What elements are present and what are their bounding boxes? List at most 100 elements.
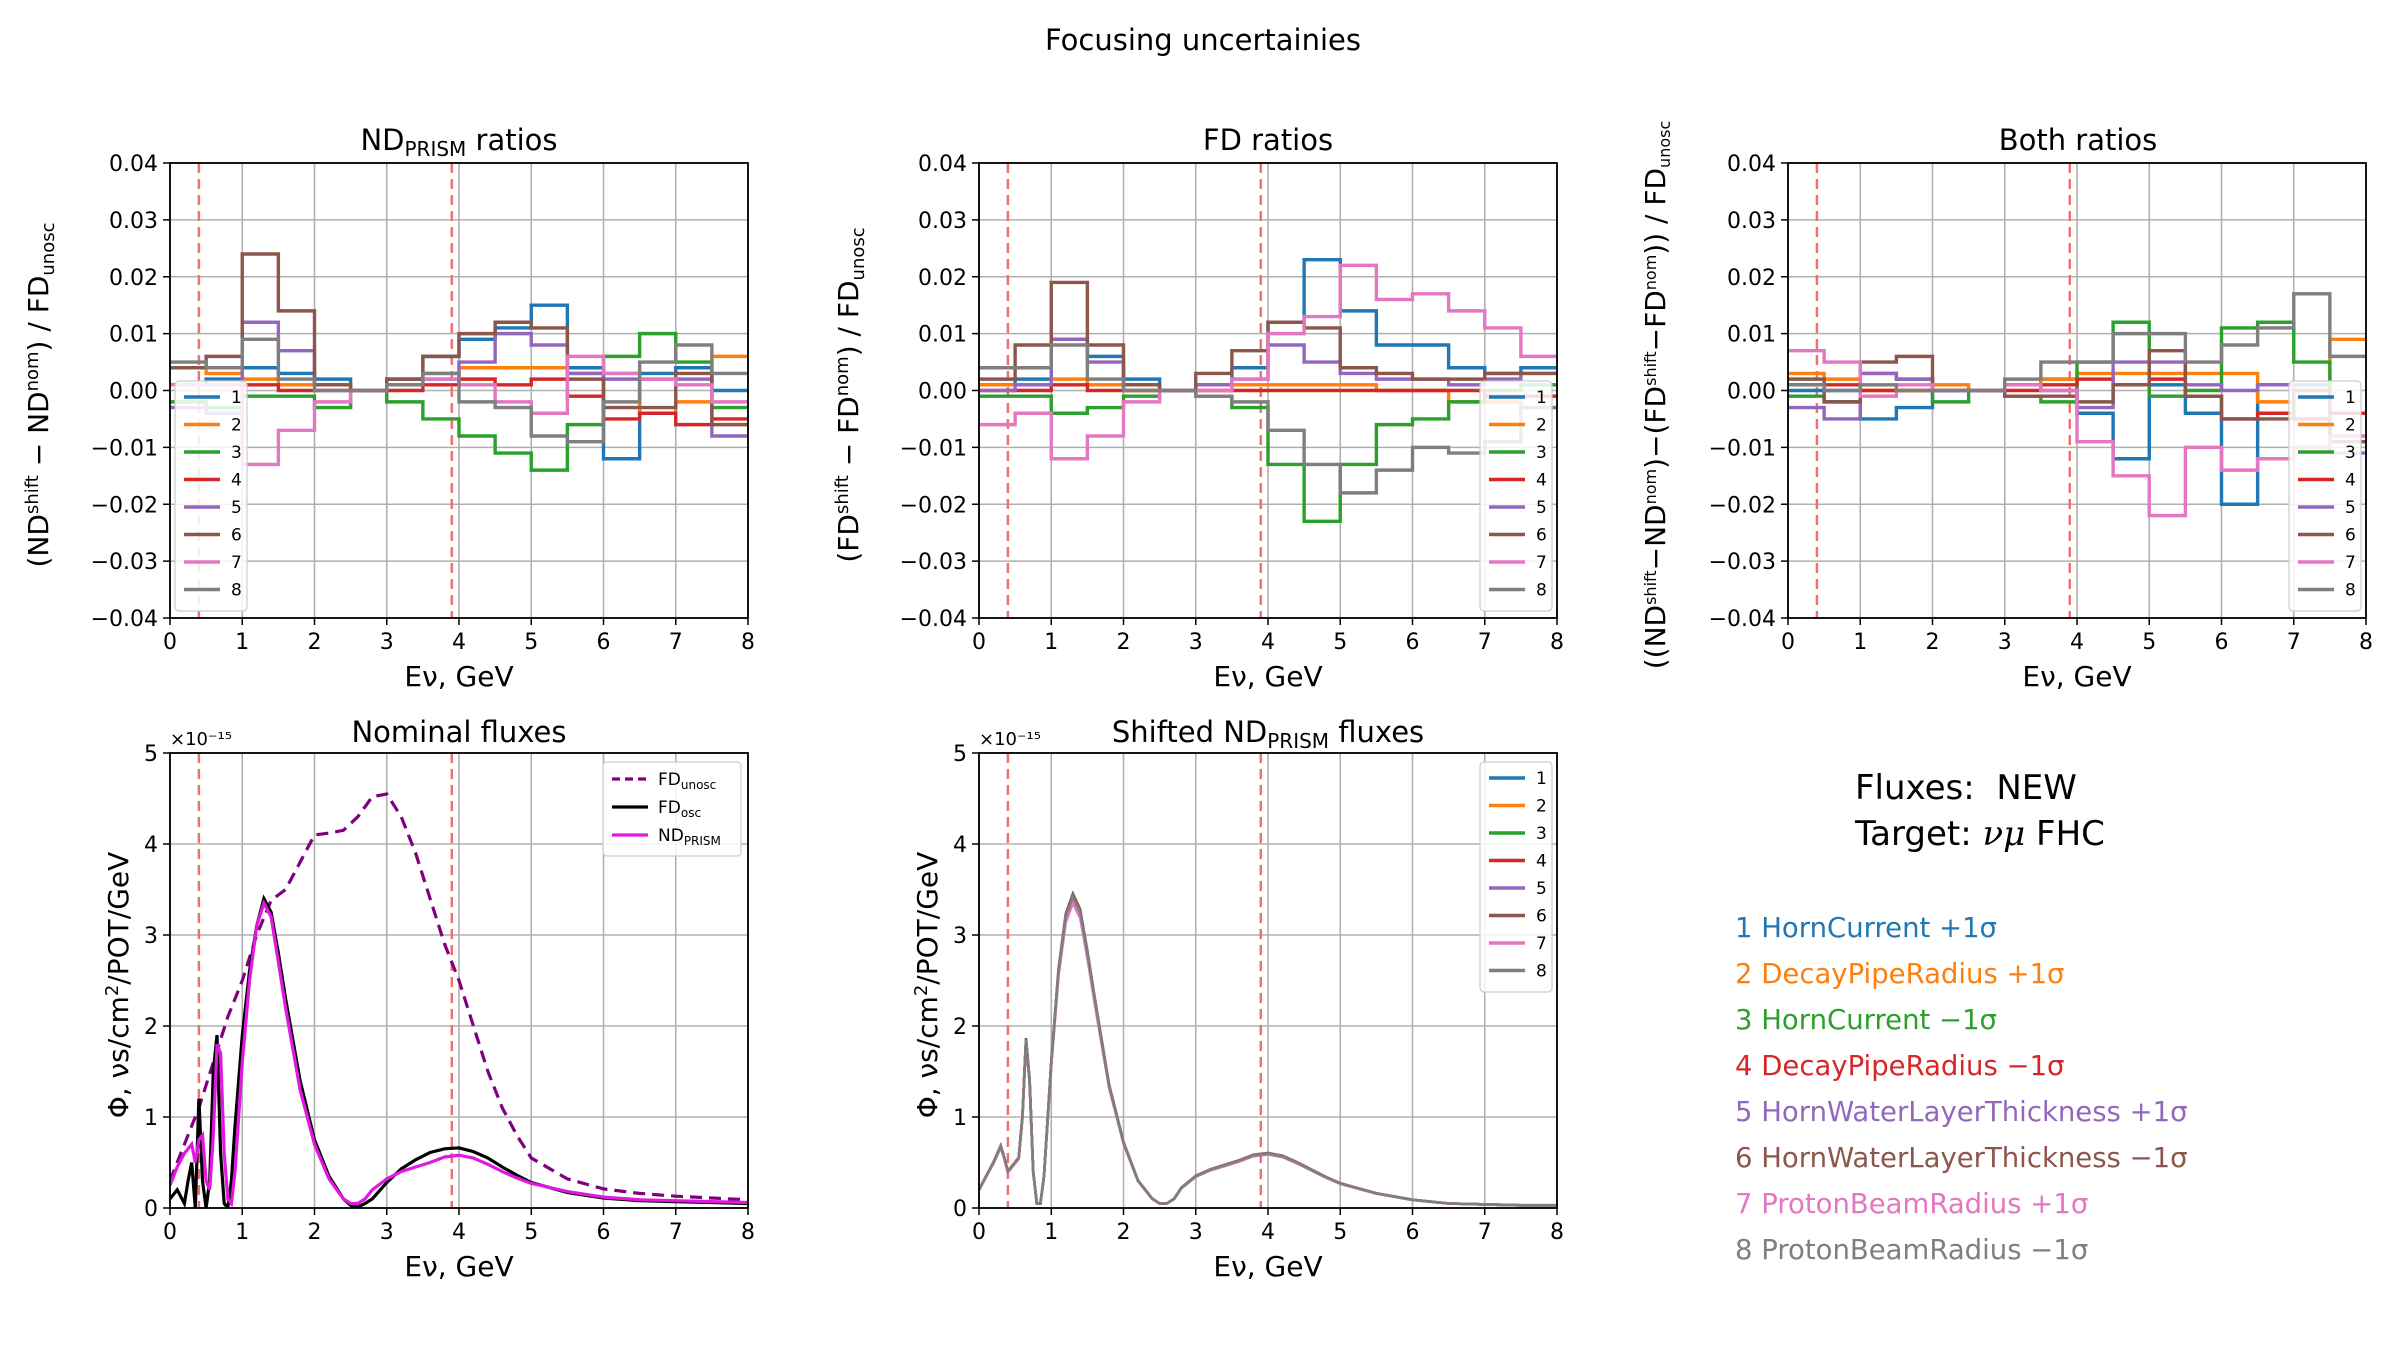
x-tick-label: 3 — [1189, 630, 1203, 655]
y-tick-label: 2 — [953, 1015, 967, 1040]
x-tick-label: 7 — [669, 630, 683, 655]
x-tick-label: 3 — [380, 1220, 394, 1245]
x-tick-label: 8 — [741, 1220, 755, 1245]
legend-label: 6 — [2345, 526, 2356, 546]
x-tick-label: 8 — [2359, 630, 2373, 655]
x-tick-label: 4 — [452, 1220, 466, 1245]
systematic-entry: 6 HornWaterLayerThickness −1σ — [1735, 1142, 2188, 1174]
x-tick-label: 1 — [235, 1220, 249, 1245]
y-tick-label: 3 — [953, 924, 967, 949]
x-tick-label: 7 — [1478, 630, 1492, 655]
x-tick-label: 4 — [2070, 630, 2084, 655]
y-axis-label: (NDshift − NDnom) / FDunosc — [22, 223, 59, 568]
x-tick-label: 0 — [972, 630, 986, 655]
y-tick-label: 4 — [144, 833, 158, 858]
legend-box — [174, 380, 248, 612]
y-tick-label: 5 — [953, 742, 967, 767]
x-axis-label: Eν, GeV — [1213, 1250, 1322, 1283]
y-tick-label: 0 — [144, 1197, 158, 1222]
nominal-fluxes-panel: Nominal fluxes Φ, νs/cm2/POT/GeV 0 1 2 3 4 5 6… — [102, 715, 755, 1283]
legend-label: 6 — [231, 526, 242, 546]
y-axis-label: ((NDshift−NDnom)−(FDshift−FDnom)) / FDun… — [1639, 121, 1674, 670]
systematics-list: 1 HornCurrent +1σ 2 DecayPipeRadius +1σ 3 … — [1735, 905, 2188, 1273]
x-tick-label: 4 — [1261, 1220, 1275, 1245]
y-tick-label: 0.03 — [918, 209, 967, 234]
legend-label: 8 — [1536, 581, 1547, 601]
series-3-step — [979, 383, 1557, 524]
legend-label: 5 — [231, 498, 242, 518]
y-tick-label: −0.04 — [900, 607, 967, 632]
y-tick-label: −0.04 — [91, 607, 158, 632]
panel-title: Nominal fluxes — [351, 715, 566, 749]
legend-label: 5 — [2345, 498, 2356, 518]
plot-frame — [169, 752, 749, 1209]
x-tick-label: 8 — [741, 630, 755, 655]
x-tick-label: 6 — [597, 1220, 611, 1245]
series-6-step — [170, 252, 748, 427]
x-tick-label: 1 — [1044, 630, 1058, 655]
y-tick-label: −0.03 — [91, 550, 158, 575]
x-tick-label: 2 — [1926, 630, 1940, 655]
x-tick-label: 3 — [1998, 630, 2012, 655]
x-tick-label: 8 — [1550, 630, 1564, 655]
series-3-step — [170, 331, 748, 472]
x-axis-label: Eν, GeV — [1213, 660, 1322, 693]
info-block: Fluxes: NEW Target: νμ FHC — [1855, 765, 2105, 857]
panel-title: Shifted NDPRISM fluxes — [1112, 715, 1424, 753]
x-tick-label: 5 — [1333, 630, 1347, 655]
systematic-entry: 1 HornCurrent +1σ — [1735, 912, 1997, 944]
nd-prism-ratios-panel: NDPRISM ratios (NDshift − NDnom) / FDuno… — [22, 123, 755, 693]
scale-note: ×10⁻¹⁵ — [979, 729, 1041, 750]
y-tick-label: 0.01 — [1727, 323, 1776, 348]
x-tick-label: 8 — [1550, 1220, 1564, 1245]
legend-label: 7 — [231, 553, 242, 573]
systematic-entry: 4 DecayPipeRadius −1σ — [1735, 1050, 2065, 1082]
shifted-nd-prism-fluxes-panel: Shifted NDPRISM fluxes Φ, νs/cm2/POT/GeV… — [911, 715, 1564, 1283]
x-tick-label: 4 — [1261, 630, 1275, 655]
target-line: Target: νμ FHC — [1855, 811, 2105, 857]
plot-frame — [169, 162, 749, 619]
series-nd-prism-line — [170, 898, 748, 1208]
series-fd-unosc-line — [170, 792, 748, 1202]
legend-label: 6 — [1536, 526, 1547, 546]
y-tick-label: 0.04 — [1727, 152, 1776, 177]
legend-label: 7 — [1536, 553, 1547, 573]
legend-box — [1479, 380, 1553, 612]
legend-label: 4 — [1536, 852, 1547, 872]
target-symbol: νμ — [1982, 814, 2026, 854]
y-tick-label: −0.01 — [900, 436, 967, 461]
y-tick-label: 4 — [953, 833, 967, 858]
series-8-step — [1788, 292, 2366, 393]
systematic-entry: 5 HornWaterLayerThickness +1σ — [1735, 1096, 2188, 1128]
x-tick-label: 6 — [597, 630, 611, 655]
series-8-step — [979, 343, 1557, 495]
legend-label: 5 — [1536, 879, 1547, 899]
series-8-step — [170, 337, 748, 444]
y-tick-label: 5 — [144, 742, 158, 767]
y-tick-label: −0.02 — [900, 493, 967, 518]
legend-label: 1 — [231, 388, 242, 408]
target-value: FHC — [2036, 814, 2105, 854]
legend-label: 7 — [1536, 934, 1547, 954]
x-tick-label: 3 — [380, 630, 394, 655]
y-tick-label: 3 — [144, 924, 158, 949]
legend-label: 3 — [1536, 824, 1547, 844]
y-tick-label: 0 — [953, 1197, 967, 1222]
fd-ratios-panel: FD ratios (FDshift − FDnom) / FDunosc 0 1… — [832, 123, 1564, 693]
x-tick-label: 2 — [1117, 1220, 1131, 1245]
x-tick-label: 1 — [1853, 630, 1867, 655]
x-tick-label: 2 — [1117, 630, 1131, 655]
legend-label: 8 — [231, 581, 242, 601]
legend-label: 1 — [1536, 388, 1547, 408]
y-tick-label: 1 — [953, 1106, 967, 1131]
y-axis-label: Φ, νs/cm2/POT/GeV — [911, 852, 944, 1119]
y-tick-label: 1 — [144, 1106, 158, 1131]
x-tick-label: 2 — [308, 1220, 322, 1245]
y-tick-label: 0.02 — [1727, 266, 1776, 291]
x-tick-label: 2 — [308, 630, 322, 655]
y-tick-label: −0.04 — [1709, 607, 1776, 632]
x-tick-label: 0 — [972, 1220, 986, 1245]
x-tick-label: 5 — [524, 1220, 538, 1245]
legend-label: 2 — [1536, 797, 1547, 817]
x-tick-label: 5 — [524, 630, 538, 655]
